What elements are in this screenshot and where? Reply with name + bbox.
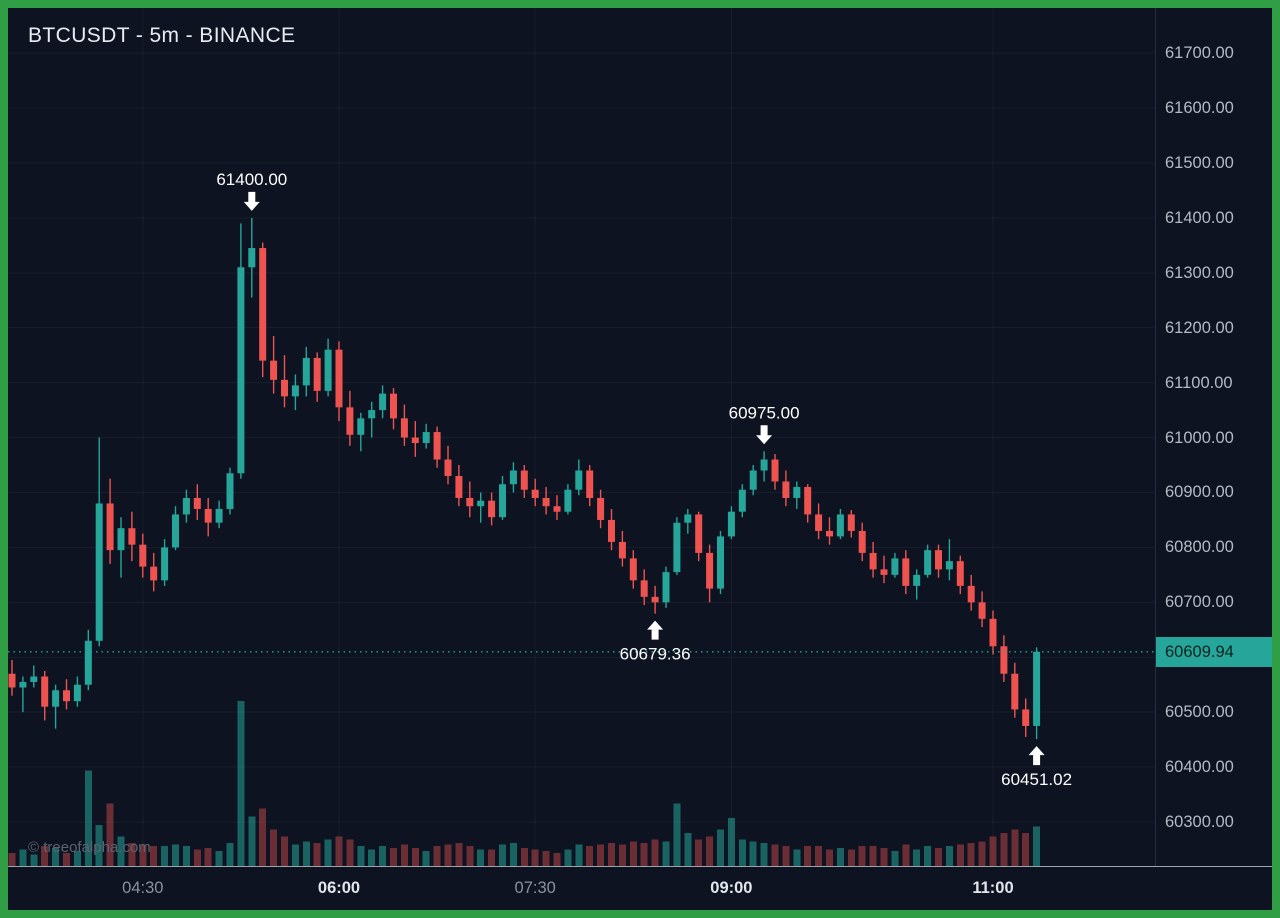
price-tick-label: 61100.00 — [1165, 373, 1233, 392]
price-tick-label: 61000.00 — [1165, 428, 1234, 447]
price-tick-label: 61300.00 — [1165, 263, 1234, 282]
price-tick-label: 60300.00 — [1165, 813, 1234, 832]
time-tick-label: 07:30 — [514, 879, 556, 897]
svg-text:61400.00: 61400.00 — [216, 170, 287, 189]
price-tick-label: 61200.00 — [1165, 318, 1234, 337]
price-tick-label: 61700.00 — [1165, 44, 1234, 63]
annotations-layer: 61400.00 60975.00 60679.36 60451.02 — [216, 170, 1072, 789]
candles-layer — [8, 217, 1041, 740]
price-tick-label: 60900.00 — [1165, 483, 1234, 502]
price-tick-label: 60700.00 — [1165, 593, 1234, 612]
grid-layer — [8, 8, 1155, 866]
candlestick-plot[interactable]: 61400.00 60975.00 60679.36 60451.02 — [8, 8, 1155, 866]
price-tick-label: 60800.00 — [1165, 538, 1234, 557]
svg-text:60679.36: 60679.36 — [620, 645, 691, 664]
time-tick-label: 11:00 — [972, 879, 1014, 897]
last-price-tag: 60609.94 — [1156, 636, 1272, 667]
svg-text:60975.00: 60975.00 — [729, 403, 800, 422]
price-tick-label: 60400.00 — [1165, 758, 1234, 777]
time-tick-label: 04:30 — [122, 879, 164, 897]
time-tick-label: 09:00 — [710, 879, 753, 897]
chart-root: 61400.00 60975.00 60679.36 60451.02 BTCUSDT… — [8, 8, 1272, 910]
time-tick-label: 06:00 — [317, 879, 361, 897]
svg-text:60451.02: 60451.02 — [1001, 770, 1072, 789]
watermark: © treeofalpha.com — [28, 839, 151, 856]
up-arrow-icon — [647, 620, 664, 640]
price-tick-label: 61500.00 — [1165, 153, 1234, 172]
up-arrow-icon — [1028, 746, 1045, 766]
price-tick-label: 61400.00 — [1165, 208, 1234, 227]
time-axis[interactable]: 04:30 06:00 07:30 09:00 11:00 — [8, 866, 1272, 910]
chart-title: BTCUSDT - 5m - BINANCE — [28, 24, 296, 47]
down-arrow-icon — [243, 191, 260, 211]
volume-layer — [8, 701, 1041, 866]
down-arrow-icon — [756, 425, 773, 445]
price-tick-label: 60500.00 — [1165, 703, 1234, 722]
price-axis[interactable]: 61700.00 61600.00 61500.00 61400.00 61300.00… — [1155, 8, 1272, 866]
price-tick-label: 61600.00 — [1165, 98, 1234, 117]
